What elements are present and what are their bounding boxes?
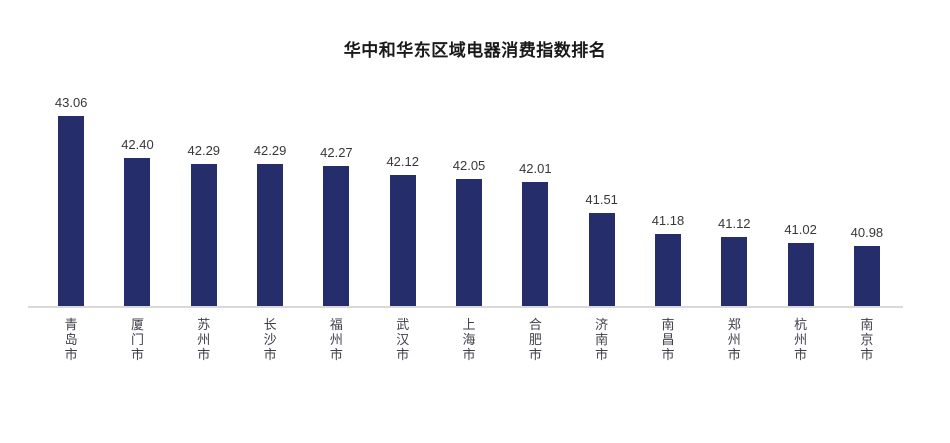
bar <box>654 234 681 307</box>
bar <box>853 246 880 307</box>
bar-column: 40.98 <box>834 89 900 307</box>
bar-column: 42.01 <box>502 89 568 307</box>
plot-area: 43.06 42.40 42.29 42.29 42.27 42.12 42.05 42.01… <box>38 89 900 307</box>
category-label: 济南市 <box>595 317 609 362</box>
category-label: 苏州市 <box>197 317 211 362</box>
category-label-cell: 苏州市 <box>171 317 237 362</box>
value-label: 42.40 <box>121 137 154 152</box>
bar-column: 42.29 <box>237 89 303 307</box>
category-label-cell: 福州市 <box>303 317 369 362</box>
bar <box>389 175 416 307</box>
category-label: 青岛市 <box>64 317 78 362</box>
value-label: 43.06 <box>54 95 88 110</box>
category-label-cell: 厦门市 <box>104 317 170 362</box>
category-label-cell: 上海市 <box>436 317 502 362</box>
category-label: 长沙市 <box>263 317 277 362</box>
value-label: 42.12 <box>386 154 419 169</box>
category-label-cell: 长沙市 <box>237 317 303 362</box>
value-label: 42.05 <box>452 158 486 173</box>
bar <box>588 213 615 307</box>
category-label-cell: 南昌市 <box>635 317 701 362</box>
bar <box>323 166 350 307</box>
category-label: 武汉市 <box>396 317 410 362</box>
value-label: 41.18 <box>651 213 685 228</box>
value-label: 42.01 <box>519 161 552 176</box>
bar-column: 42.27 <box>303 89 369 307</box>
value-label: 41.02 <box>784 222 817 237</box>
chart-title: 华中和华东区域电器消费指数排名 <box>343 41 607 60</box>
bar-column: 42.05 <box>436 89 502 307</box>
bar-column: 42.29 <box>171 89 237 307</box>
category-label-cell: 南京市 <box>834 317 900 362</box>
category-label-cell: 青岛市 <box>38 317 104 362</box>
category-label-cell: 合肥市 <box>502 317 568 362</box>
bar <box>456 179 483 307</box>
category-label: 福州市 <box>329 317 343 362</box>
value-label: 41.12 <box>718 216 751 231</box>
bar <box>257 164 284 307</box>
bar <box>58 116 85 307</box>
bar-column: 42.12 <box>370 89 436 307</box>
bar-column: 42.40 <box>104 89 170 307</box>
bar <box>787 243 814 307</box>
category-label: 合肥市 <box>528 317 542 362</box>
category-label-cell: 武汉市 <box>370 317 436 362</box>
value-label: 41.51 <box>585 192 618 207</box>
bar-column: 41.12 <box>701 89 767 307</box>
category-label: 杭州市 <box>794 317 808 362</box>
value-label: 42.29 <box>187 143 221 158</box>
x-axis-labels: 青岛市 厦门市 苏州市 长沙市 福州市 武汉市 上海市 合肥市 济南市 南昌市 郑州市 杭州市 南京市 <box>38 317 900 362</box>
category-label: 上海市 <box>462 317 476 362</box>
bar <box>721 237 748 307</box>
category-label: 南昌市 <box>661 317 675 362</box>
bar <box>522 182 549 307</box>
bar <box>190 164 217 307</box>
bar-column: 41.51 <box>569 89 635 307</box>
bar-column: 41.02 <box>767 89 833 307</box>
bar-column: 43.06 <box>38 89 104 307</box>
bar-column: 41.18 <box>635 89 701 307</box>
category-label-cell: 郑州市 <box>701 317 767 362</box>
bar <box>124 158 151 307</box>
x-axis-line <box>28 306 903 308</box>
category-label-cell: 杭州市 <box>767 317 833 362</box>
value-label: 42.29 <box>253 143 287 158</box>
category-label-cell: 济南市 <box>569 317 635 362</box>
category-label: 厦门市 <box>130 317 144 362</box>
value-label: 40.98 <box>850 225 884 240</box>
value-label: 42.27 <box>320 145 353 160</box>
category-label: 郑州市 <box>727 317 741 362</box>
category-label: 南京市 <box>860 317 874 362</box>
